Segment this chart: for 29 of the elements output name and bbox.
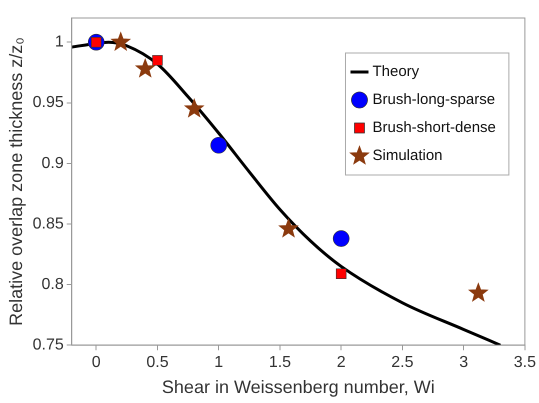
legend-label: Brush-short-dense: [372, 119, 496, 136]
point: [210, 136, 228, 154]
point: [278, 218, 298, 238]
point: [184, 98, 204, 118]
y-tick-label: 0.95: [32, 94, 64, 112]
point: [110, 32, 131, 51]
y-tick-label: 1: [54, 34, 64, 51]
point: [332, 230, 350, 247]
y-tick-label: 0.85: [32, 215, 64, 232]
point: [468, 282, 488, 302]
x-tick-label: 2: [336, 354, 346, 372]
legend-label: Theory: [372, 63, 420, 80]
x-tick-label: 0: [92, 354, 101, 372]
legend-label: Simulation: [372, 147, 443, 164]
y-tick-label: 0.8: [41, 276, 64, 294]
point: [336, 268, 346, 279]
x-tick-label: 1: [214, 354, 224, 372]
point: [152, 55, 163, 66]
x-tick-label: 3: [459, 354, 468, 372]
x-tick-label: 2.5: [391, 354, 414, 372]
legend-label: Brush-long-sparse: [372, 91, 496, 108]
point: [135, 58, 156, 78]
x-axis-title: Shear in Weissenberg number, Wi: [162, 377, 435, 398]
y-tick-label: 0.75: [32, 336, 64, 354]
x-tick-label: 1.5: [268, 354, 292, 372]
y-tick-label: 0.9: [41, 154, 64, 172]
x-tick-label: 3.5: [514, 354, 536, 372]
y-axis-title: Relative overlap zone thickness z/z₀: [6, 37, 26, 326]
x-tick-label: 0.5: [146, 354, 169, 372]
